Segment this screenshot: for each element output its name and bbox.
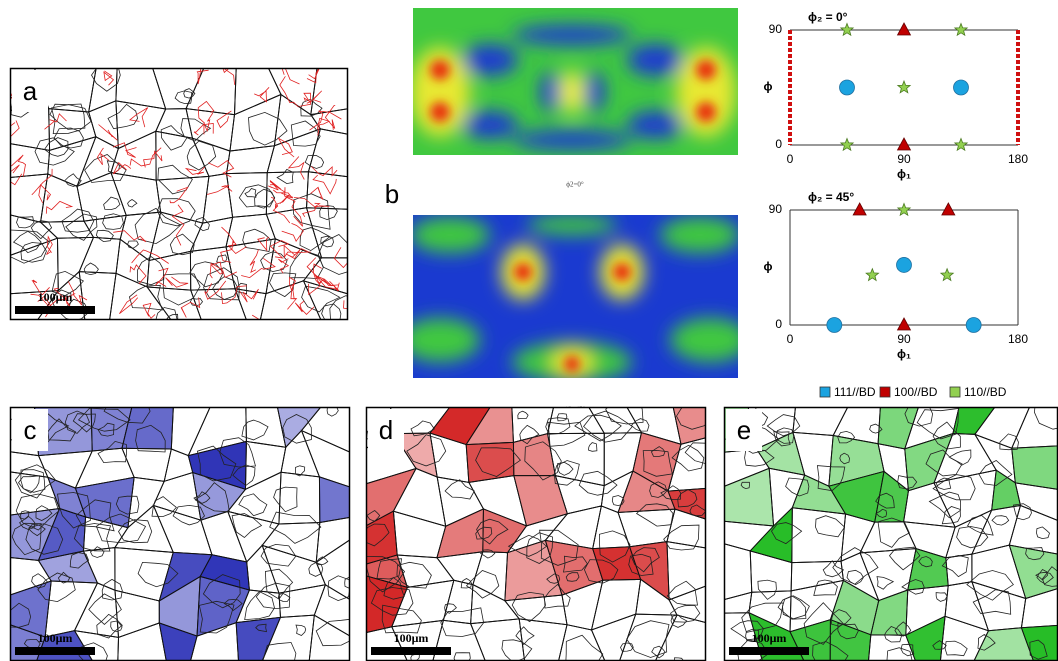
chart-title: ϕ₂ = 0° — [808, 10, 848, 24]
x-tick-label: 0 — [787, 332, 794, 346]
micrograph — [364, 390, 721, 661]
scale-bar-label: 100μm — [38, 290, 73, 304]
x-tick-label: 180 — [1008, 332, 1028, 346]
point — [898, 318, 911, 330]
scale-bar — [15, 306, 95, 314]
x-axis-label: ϕ₁ — [897, 167, 911, 181]
legend-swatch — [820, 387, 830, 397]
x-tick-label: 90 — [897, 332, 911, 346]
micrograph — [724, 395, 1058, 661]
point — [898, 204, 910, 216]
point — [966, 318, 981, 333]
point — [898, 81, 910, 93]
panel-label: b — [385, 179, 399, 209]
point — [941, 269, 953, 281]
legend-label: 100//BD — [894, 385, 938, 399]
scale-bar — [371, 647, 451, 655]
point — [866, 269, 878, 281]
panel-label: a — [23, 76, 38, 106]
scale-bar — [15, 647, 95, 655]
y-tick-label: 90 — [769, 22, 783, 36]
point — [841, 24, 853, 36]
point — [853, 203, 866, 215]
scale-bar-label: 100μm — [752, 631, 787, 645]
chart-title: ϕ₂ = 45° — [808, 190, 854, 204]
point — [955, 139, 967, 151]
legend-label: 111//BD — [834, 385, 876, 399]
point — [840, 80, 855, 95]
point — [898, 23, 911, 35]
panel-label: d — [379, 415, 393, 445]
x-tick-label: 180 — [1008, 152, 1028, 166]
legend-swatch — [950, 387, 960, 397]
panel-label: c — [24, 415, 37, 445]
x-axis-label: ϕ₁ — [897, 347, 911, 361]
y-tick-label: 90 — [769, 202, 783, 216]
figure: ϕ2=0° ϕ2=45° b a100μmc100μmd100μme100μmϕ… — [0, 0, 1058, 661]
point — [898, 138, 911, 150]
legend-swatch — [880, 387, 890, 397]
y-axis-label: ϕ — [764, 80, 773, 94]
point — [955, 24, 967, 36]
point — [841, 139, 853, 151]
odf-map — [400, 215, 750, 382]
scale-bar-label: 100μm — [394, 631, 429, 645]
scale-bar — [729, 647, 809, 655]
x-tick-label: 0 — [787, 152, 794, 166]
y-tick-label: 0 — [775, 137, 782, 151]
point — [954, 80, 969, 95]
x-tick-label: 90 — [897, 152, 911, 166]
odf-caption: ϕ2=0° — [566, 181, 584, 189]
point — [897, 257, 912, 272]
y-axis-label: ϕ — [764, 260, 773, 274]
y-tick-label: 0 — [775, 317, 782, 331]
legend-label: 110//BD — [964, 385, 1007, 399]
scale-bar-label: 100μm — [38, 631, 73, 645]
micrograph — [5, 397, 363, 661]
odf-map — [410, 8, 738, 155]
point — [827, 318, 842, 333]
point — [942, 203, 955, 215]
lagb — [0, 176, 10, 198]
panel-label: e — [737, 415, 751, 445]
